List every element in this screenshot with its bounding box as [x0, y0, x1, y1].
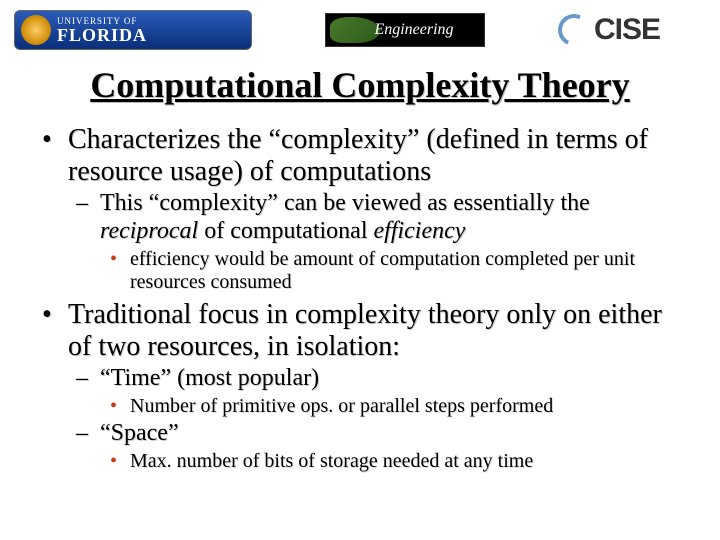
bullet-2-text: Traditional focus in complexity theory o…	[68, 299, 662, 362]
slide-content: Characterizes the “complexity” (defined …	[0, 106, 720, 474]
bullet-2: Traditional focus in complexity theory o…	[30, 299, 690, 474]
bullet-1-1-1: efficiency would be amount of computatio…	[100, 248, 690, 295]
bullet-2-1-text: “Time” (most popular)	[100, 365, 319, 391]
bullet-1-1-d: efficiency	[374, 218, 466, 244]
cise-arc-icon	[553, 9, 594, 50]
bullet-2-1: “Time” (most popular) Number of primitiv…	[68, 365, 690, 418]
bullet-1-1-a: This “complexity” can be viewed as essen…	[100, 190, 590, 216]
cise-label: CISE	[594, 13, 660, 47]
bullet-1: Characterizes the “complexity” (defined …	[30, 124, 690, 295]
bullet-2-2-text: “Space”	[100, 420, 179, 446]
uf-logo-text: UNIVERSITY OF FLORIDA	[57, 17, 147, 44]
bullet-1-1-b: reciprocal	[100, 218, 198, 244]
uf-logo: UNIVERSITY OF FLORIDA	[14, 10, 252, 50]
header-logos: UNIVERSITY OF FLORIDA Engineering CISE	[0, 0, 720, 54]
uf-seal-icon	[21, 15, 51, 45]
bullet-1-text: Characterizes the “complexity” (defined …	[68, 124, 648, 187]
gator-icon	[330, 17, 380, 43]
engineering-logo: Engineering	[325, 13, 485, 47]
uf-florida-label: FLORIDA	[57, 26, 147, 44]
cise-logo: CISE	[558, 11, 706, 49]
bullet-2-2-1: Max. number of bits of storage needed at…	[100, 450, 690, 474]
bullet-2-2: “Space” Max. number of bits of storage n…	[68, 420, 690, 473]
bullet-1-1-c: of computational	[198, 218, 373, 244]
engineering-label: Engineering	[374, 21, 453, 39]
bullet-1-1: This “complexity” can be viewed as essen…	[68, 190, 690, 294]
bullet-2-1-1: Number of primitive ops. or parallel ste…	[100, 395, 690, 419]
slide-title: Computational Complexity Theory	[0, 64, 720, 106]
